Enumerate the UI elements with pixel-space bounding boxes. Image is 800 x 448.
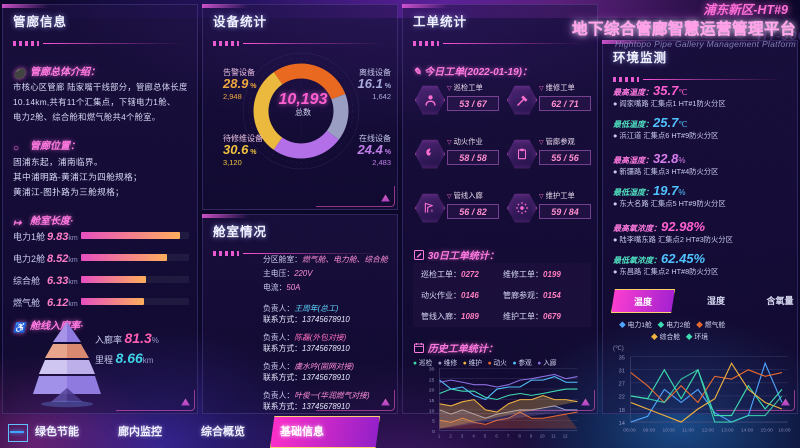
svg-text:30: 30 (429, 367, 435, 373)
svg-text:4: 4 (472, 433, 475, 438)
svg-text:09:00: 09:00 (643, 427, 656, 433)
svg-text:25: 25 (429, 377, 435, 383)
svg-text:16:00: 16:00 (778, 427, 791, 433)
svg-text:3: 3 (461, 433, 464, 438)
svg-text:11:00: 11:00 (682, 427, 694, 433)
svg-text:12:00: 12:00 (702, 427, 715, 433)
svg-text:10: 10 (429, 409, 435, 415)
svg-text:14:00: 14:00 (741, 427, 754, 433)
svg-text:8: 8 (518, 433, 521, 438)
svg-text:22: 22 (619, 395, 625, 401)
svg-text:20: 20 (429, 387, 435, 393)
svg-text:5: 5 (432, 418, 435, 424)
svg-text:2: 2 (449, 433, 452, 438)
svg-text:x: x (431, 208, 434, 213)
svg-text:5: 5 (484, 433, 487, 438)
svg-text:14: 14 (619, 421, 625, 427)
svg-text:6: 6 (495, 433, 498, 438)
svg-text:15: 15 (429, 398, 435, 404)
svg-text:10: 10 (540, 433, 545, 438)
svg-text:1: 1 (438, 433, 441, 438)
svg-text:15:00: 15:00 (760, 427, 773, 433)
svg-text:0: 0 (432, 429, 435, 435)
svg-text:27: 27 (619, 382, 625, 388)
svg-text:08:00: 08:00 (623, 427, 636, 433)
svg-text:31: 31 (619, 369, 625, 375)
svg-text:7: 7 (507, 433, 510, 438)
svg-text:35: 35 (619, 356, 625, 362)
svg-text:9: 9 (530, 433, 533, 438)
svg-text:18: 18 (619, 408, 625, 414)
svg-text:11: 11 (551, 433, 556, 438)
svg-text:12: 12 (563, 433, 568, 438)
svg-text:13:00: 13:00 (721, 427, 734, 433)
svg-text:10:00: 10:00 (662, 427, 675, 433)
